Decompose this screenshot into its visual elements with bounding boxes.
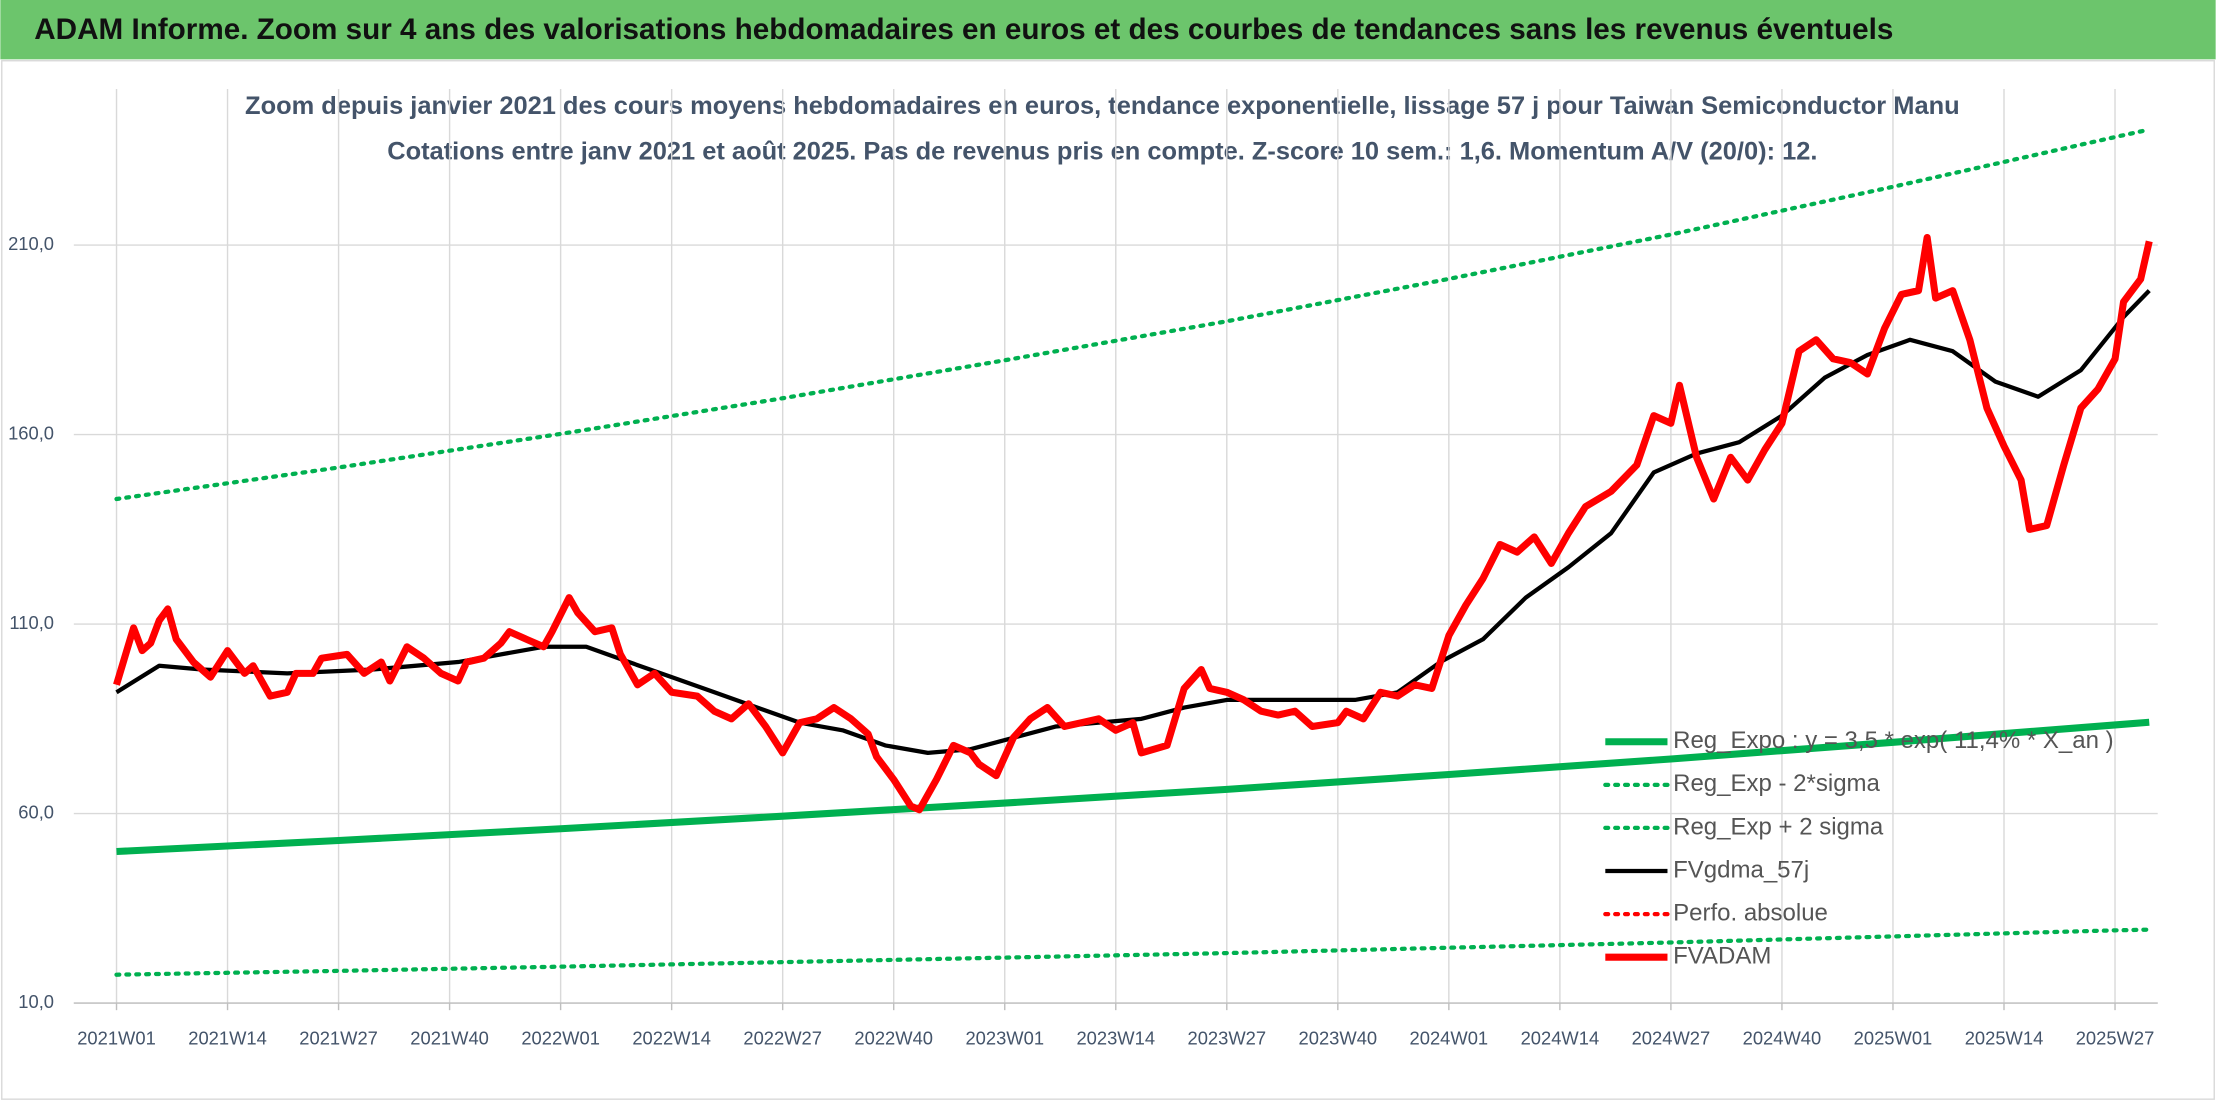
x-tick-label: 2023W40 (1299, 1028, 1378, 1049)
x-tick-label: 2022W14 (632, 1028, 711, 1049)
series-line (113, 233, 2153, 814)
chart-title: Zoom depuis janvier 2021 des cours moyen… (245, 92, 1960, 120)
legend-label: Reg_Expo : y = 3,5 * exp( 11,4% * X_an ) (1673, 727, 2113, 754)
y-tick-label: 10,0 (18, 991, 54, 1012)
y-tick-label: 60,0 (18, 801, 54, 822)
series-line (116, 718, 2150, 856)
x-tick-label: 2023W01 (965, 1028, 1044, 1049)
x-tick-label: 2024W14 (1521, 1028, 1600, 1049)
legend-label: Reg_Exp - 2*sigma (1673, 770, 1880, 797)
chart-frame (1, 60, 2215, 1100)
x-tick-label: 2025W14 (1965, 1028, 2044, 1049)
y-tick-label: 110,0 (9, 612, 54, 633)
x-tick-label: 2021W14 (188, 1028, 267, 1049)
x-tick-label: 2023W27 (1188, 1028, 1267, 1049)
plot-lines (113, 127, 2153, 977)
x-tick-label: 2024W27 (1632, 1028, 1711, 1049)
x-tick-label: 2025W01 (1854, 1028, 1933, 1049)
legend-label: FVADAM (1673, 943, 1771, 970)
y-tick-label: 160,0 (8, 422, 54, 443)
x-tick-label: 2024W01 (1410, 1028, 1489, 1049)
legend-label: FVgdma_57j (1673, 856, 1809, 883)
x-tick-label: 2024W40 (1743, 1028, 1822, 1049)
header-title: ADAM Informe. Zoom sur 4 ans des valoris… (34, 13, 1893, 46)
y-tick-label: 210,0 (8, 233, 54, 254)
header-bar (0, 0, 2216, 60)
x-tick-label: 2021W27 (299, 1028, 378, 1049)
x-tick-label: 2022W01 (521, 1028, 600, 1049)
x-tick-label: 2025W27 (2076, 1028, 2155, 1049)
legend-label: Perfo. absolue (1673, 899, 1828, 926)
series-line (114, 927, 2152, 977)
chart-subtitle: Cotations entre janv 2021 et août 2025. … (387, 137, 1817, 165)
x-tick-label: 2021W40 (410, 1028, 489, 1049)
x-tick-label: 2022W27 (743, 1028, 822, 1049)
legend-label: Reg_Exp + 2 sigma (1673, 813, 1884, 840)
x-tick-label: 2021W01 (77, 1028, 156, 1049)
series-line (114, 127, 2152, 502)
x-tick-label: 2022W40 (854, 1028, 933, 1049)
x-tick-label: 2023W14 (1076, 1028, 1155, 1049)
grid: 10,0 60,0 110,0 160,0 210,0 2021W01 2021W14 202… (8, 89, 2158, 1049)
legend: Reg_Expo : y = 3,5 * exp( 11,4% * X_an )… (1603, 727, 2114, 970)
